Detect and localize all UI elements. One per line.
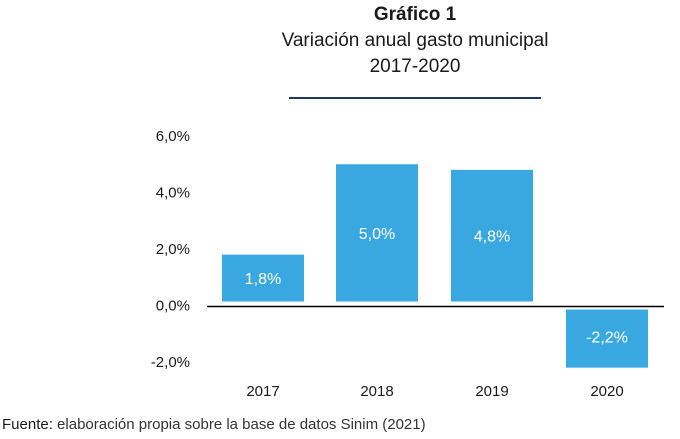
x-tick-label: 2019 [475,383,508,400]
bar [222,254,304,302]
y-tick-label: 6,0% [156,128,190,145]
y-tick-label: 4,0% [156,185,190,202]
bar [336,164,418,302]
x-tick-label: 2018 [360,383,393,400]
source-note: Fuente: elaboración propia sobre la base… [2,416,426,433]
chart-title-block: Gráfico 1 Variación anual gasto municipa… [0,2,680,80]
chart-period: 2017-2020 [369,56,461,77]
source-text: elaboración propia sobre la base de dato… [57,416,426,433]
y-tick-label: 0,0% [156,298,190,315]
title-underline [289,97,541,99]
bar [451,169,533,302]
chart-subtitle: Variación anual gasto municipal [281,30,549,51]
bar-data-label: 5,0% [359,226,395,243]
bar [566,309,648,368]
source-label: Fuente: [2,416,53,433]
bar-chart: 6,0% 4,0% 2,0% 0,0% -2,0% 1,8% 5,0% 4,8% -2,2% 20… [151,128,664,400]
x-tick-label: 2020 [590,383,623,400]
chart-title: Gráfico 1 [373,4,457,25]
bar-data-label: 1,8% [245,271,281,288]
y-tick-label: 2,0% [156,241,190,258]
x-tick-label: 2017 [246,383,279,400]
bar-data-label: 4,8% [474,229,510,246]
bar-data-label: -2,2% [586,330,628,347]
y-tick-label: -2,0% [151,354,190,371]
